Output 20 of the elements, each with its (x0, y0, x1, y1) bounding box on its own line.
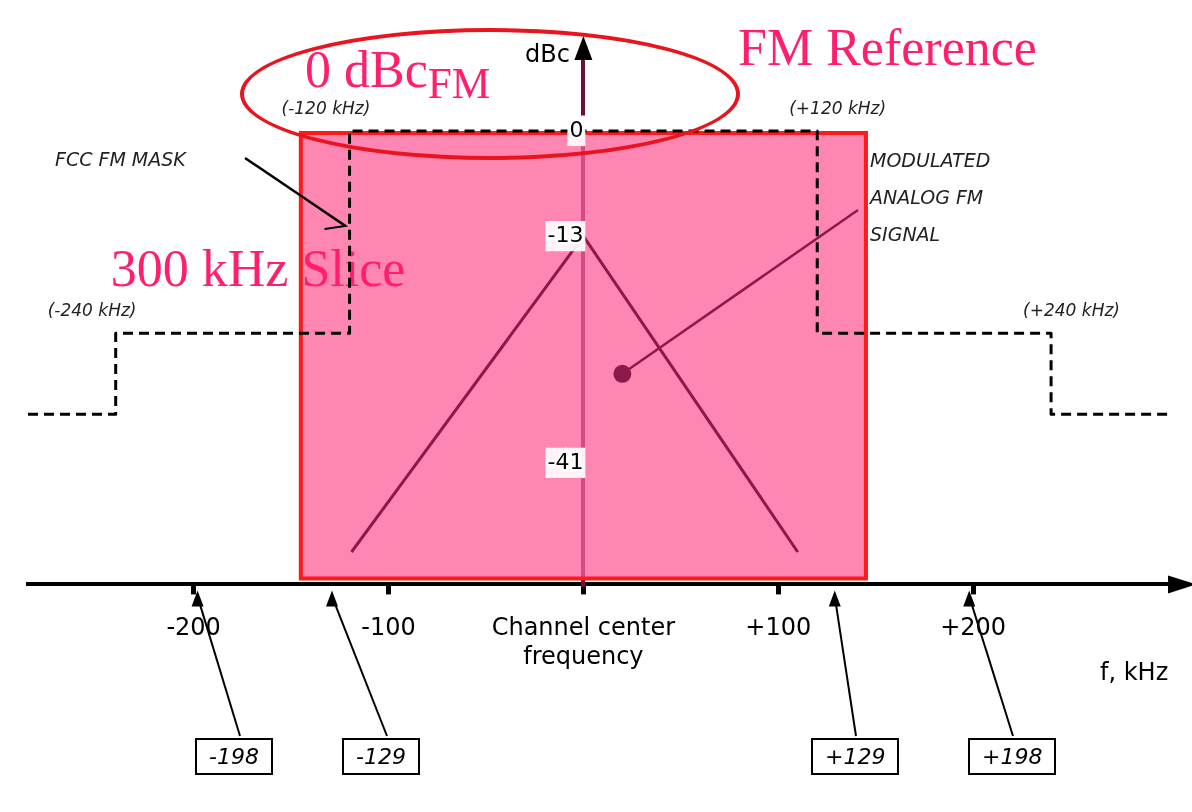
y-axis-title: dBc (525, 40, 570, 68)
band-label: 300 kHz Slice (110, 240, 406, 298)
x-tick-label: Channel center frequency (491, 613, 676, 670)
x-axis-title: f, kHz (1100, 658, 1169, 686)
y-tick-label: 0 (569, 116, 584, 142)
annotation: (-120 kHz) (281, 97, 371, 118)
x-tick-label: +100 (745, 613, 812, 642)
text: -129 (342, 738, 420, 775)
annotation: (+120 kHz) (789, 97, 887, 118)
y-tick-label: -13 (547, 221, 584, 247)
annotation: FM Reference (738, 18, 1037, 77)
y-tick-label: -41 (547, 448, 584, 474)
text: -198 (195, 738, 273, 775)
text: +129 (811, 738, 900, 775)
annotation: (+240 kHz) (1023, 300, 1120, 321)
x-tick-label: -100 (361, 613, 416, 642)
annotation: FCC FM MASK (55, 148, 186, 170)
annotation: MODULATED ANALOG FM SIGNAL (870, 148, 992, 247)
annotation: (-240 kHz) (47, 300, 137, 321)
text: +198 (968, 738, 1057, 775)
